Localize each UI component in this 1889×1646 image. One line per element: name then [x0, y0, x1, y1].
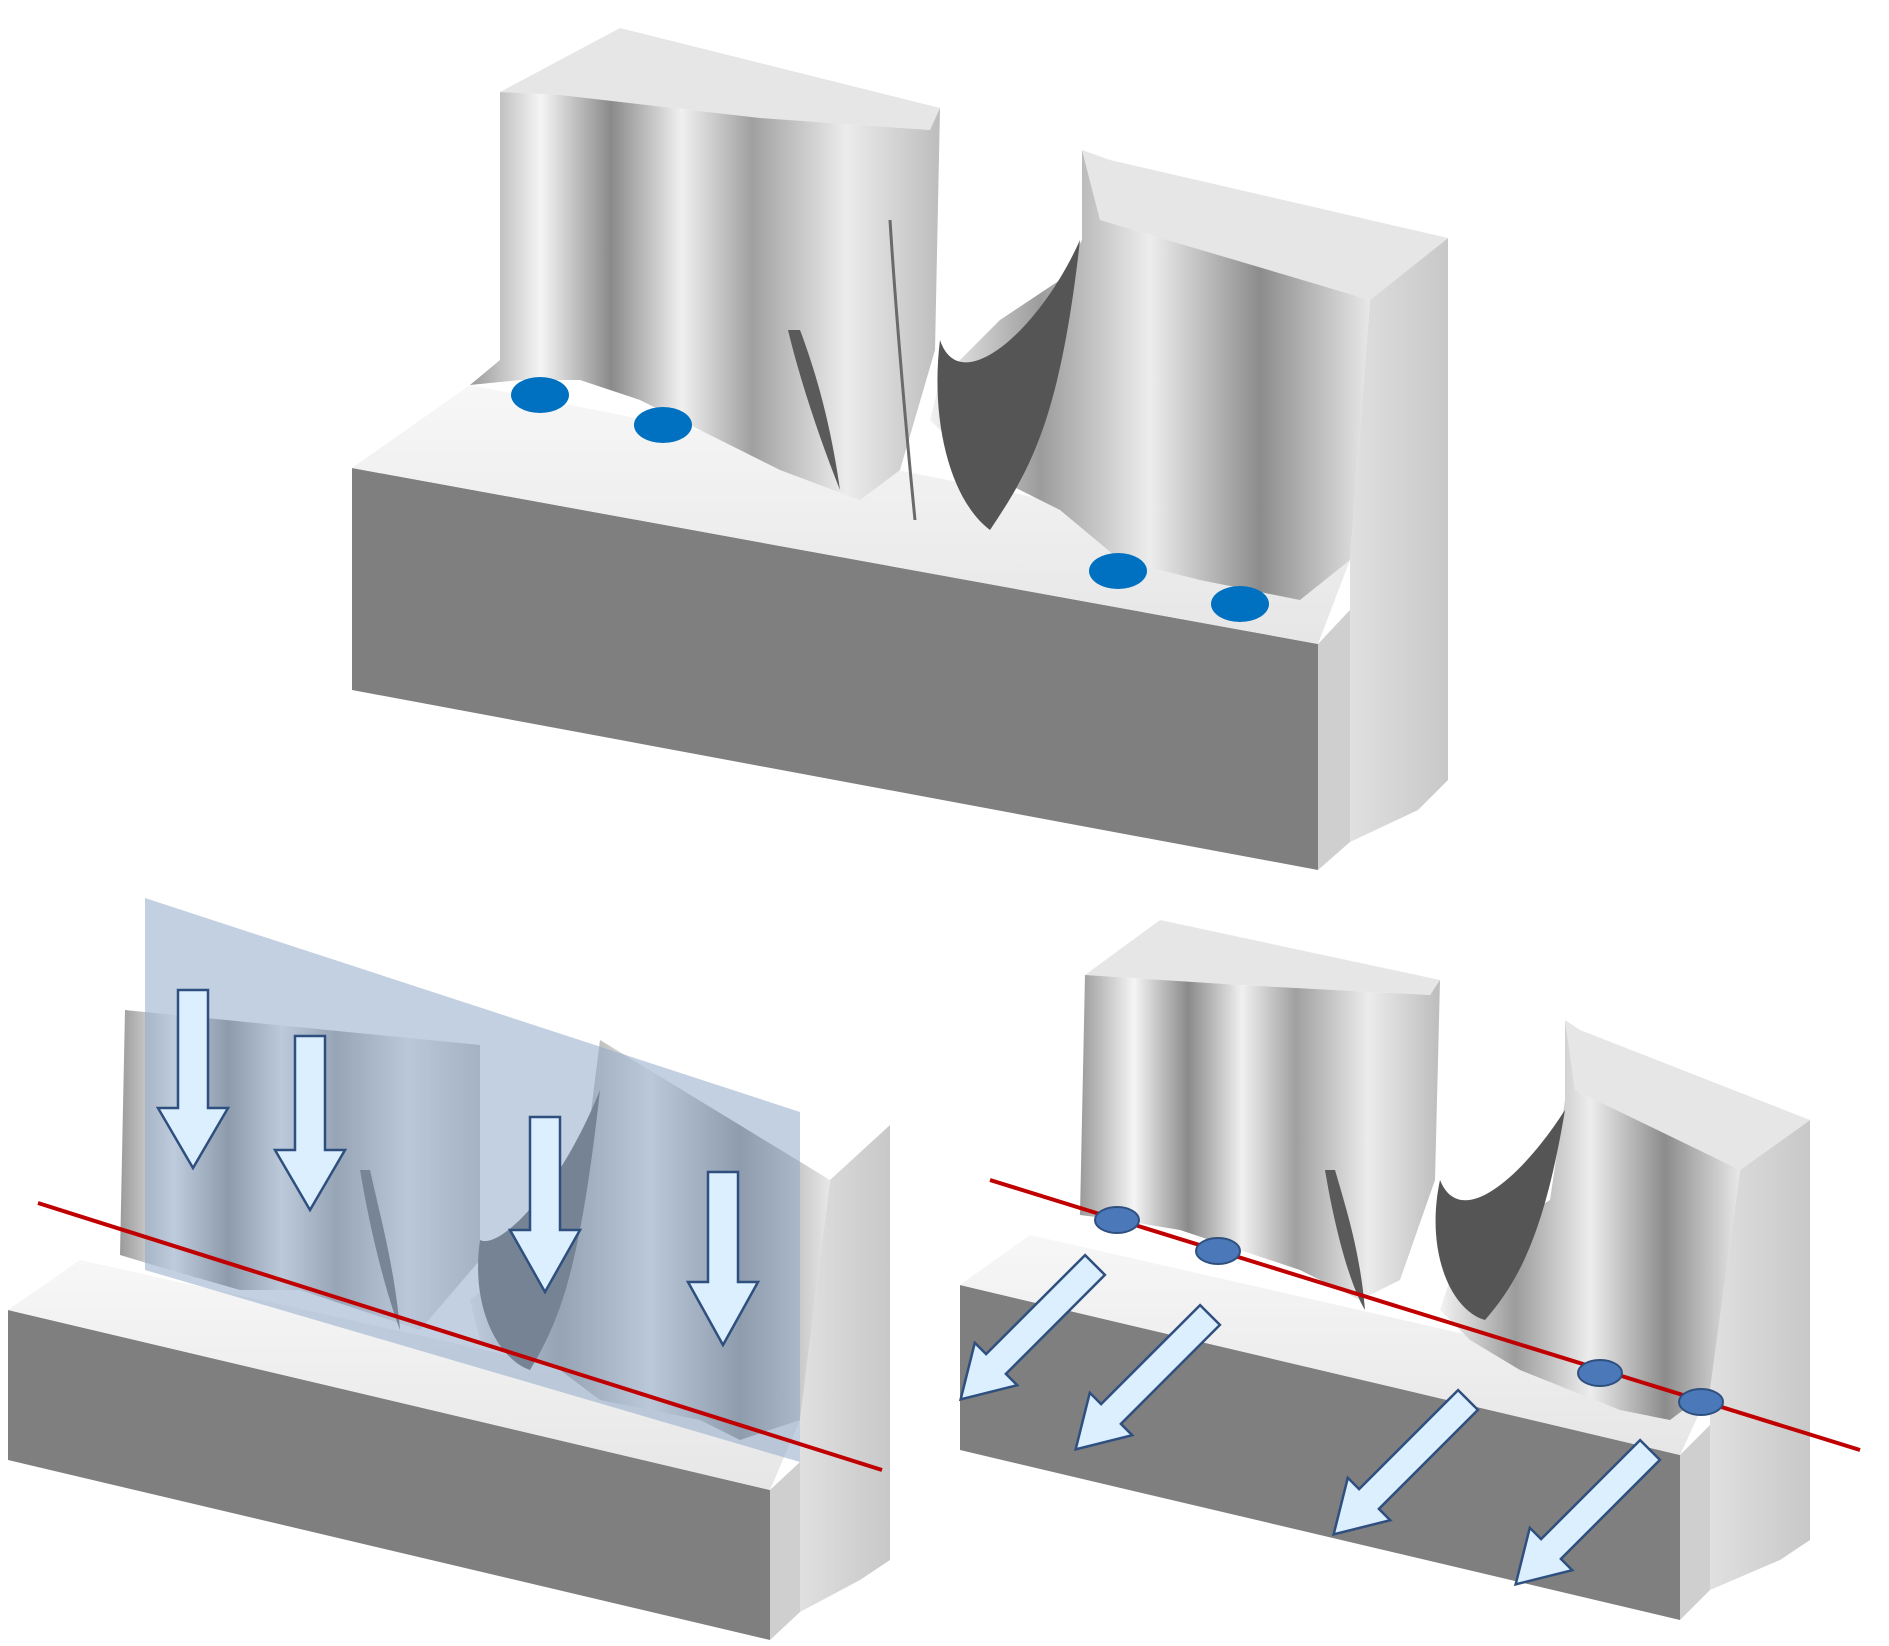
right-wall-top — [1082, 150, 1448, 300]
contact-dot — [511, 377, 569, 413]
panel-bottom-right — [958, 920, 1861, 1620]
arrow-down-left-icon — [1513, 1438, 1662, 1587]
right-wall-top — [1565, 1020, 1810, 1170]
right-wall-face — [930, 150, 1370, 600]
block-front-face — [8, 1310, 770, 1640]
left-wall-top — [1085, 920, 1440, 995]
contact-dot — [1195, 1237, 1241, 1265]
contact-dot — [1094, 1206, 1140, 1234]
left-wall-face — [470, 92, 940, 500]
block-side-face — [1318, 610, 1350, 870]
fin-shadow — [1325, 1170, 1365, 1310]
arrow-down-left-icon — [958, 1253, 1107, 1402]
left-wall-face — [1080, 975, 1440, 1300]
contact-dot — [1678, 1388, 1724, 1416]
block-front-face — [352, 468, 1318, 870]
panel-bottom-left — [8, 898, 890, 1640]
floor-surface — [8, 1260, 800, 1490]
arrow-down-left-icon — [1073, 1303, 1222, 1452]
floor-surface — [960, 1235, 1710, 1455]
block-side-face — [1680, 1425, 1710, 1620]
panel-top — [352, 28, 1448, 870]
block-right-side — [800, 1125, 890, 1612]
arrow-down-left-icon — [1331, 1388, 1480, 1537]
block-right-side — [1350, 238, 1448, 842]
arrow-down-icon — [685, 1170, 761, 1348]
channel-shadow — [937, 240, 1080, 530]
fin-shadow — [788, 330, 840, 490]
left-wall-top — [500, 28, 940, 130]
right-wall-face — [1440, 1020, 1740, 1420]
contact-line — [37, 1201, 883, 1472]
contact-dot — [634, 407, 692, 443]
contact-dot — [1089, 553, 1147, 589]
arrow-down-icon — [272, 1034, 348, 1213]
block-side-face — [770, 1462, 800, 1640]
channel-shadow — [1435, 1110, 1565, 1320]
contact-dot — [1211, 586, 1269, 622]
contact-dot — [1577, 1359, 1623, 1387]
arrow-down-icon — [507, 1115, 583, 1295]
arrow-down-icon — [155, 988, 231, 1171]
block-right-side — [1710, 1120, 1810, 1590]
fin-edge — [888, 219, 917, 521]
